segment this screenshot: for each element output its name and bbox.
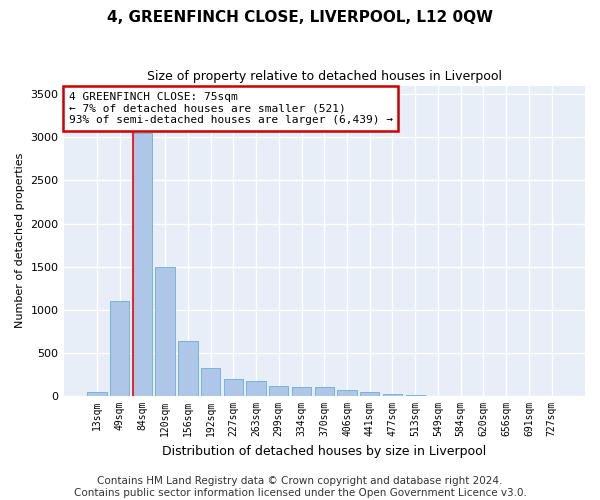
Bar [360, 392, 379, 396]
Bar [269, 386, 289, 396]
Bar [110, 301, 130, 396]
Bar [292, 386, 311, 396]
Text: 4, GREENFINCH CLOSE, LIVERPOOL, L12 0QW: 4, GREENFINCH CLOSE, LIVERPOOL, L12 0QW [107, 10, 493, 25]
Bar [201, 368, 220, 396]
Text: Contains HM Land Registry data © Crown copyright and database right 2024.
Contai: Contains HM Land Registry data © Crown c… [74, 476, 526, 498]
Bar [314, 388, 334, 396]
Bar [383, 394, 402, 396]
Bar [337, 390, 356, 396]
X-axis label: Distribution of detached houses by size in Liverpool: Distribution of detached houses by size … [162, 444, 487, 458]
Title: Size of property relative to detached houses in Liverpool: Size of property relative to detached ho… [147, 70, 502, 83]
Bar [178, 341, 197, 396]
Bar [87, 392, 107, 396]
Bar [155, 266, 175, 396]
Bar [247, 382, 266, 396]
Bar [133, 133, 152, 396]
Bar [406, 394, 425, 396]
Y-axis label: Number of detached properties: Number of detached properties [15, 153, 25, 328]
Bar [224, 379, 243, 396]
Text: 4 GREENFINCH CLOSE: 75sqm
← 7% of detached houses are smaller (521)
93% of semi-: 4 GREENFINCH CLOSE: 75sqm ← 7% of detach… [69, 92, 393, 125]
